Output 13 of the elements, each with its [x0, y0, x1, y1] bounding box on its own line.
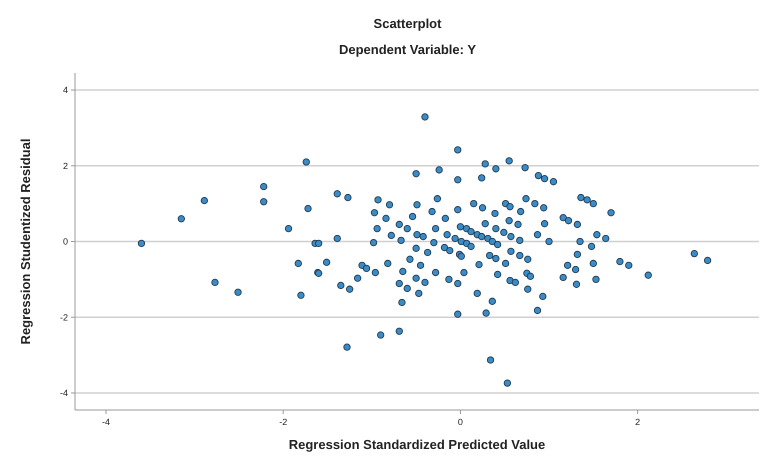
- y-tick-label: -2: [60, 312, 68, 322]
- y-tick-label: -4: [60, 388, 68, 398]
- y-tick-label: 4: [62, 85, 68, 96]
- y-tick-label: 0: [62, 236, 68, 247]
- x-tick-label: 2: [635, 417, 640, 427]
- x-tick-label: 0: [458, 417, 463, 427]
- chart-subtitle: Dependent Variable: Y: [338, 42, 476, 57]
- x-tick-label: -4: [102, 417, 110, 427]
- y-tick-label: 2: [62, 160, 68, 171]
- x-tick-label: -2: [279, 417, 288, 427]
- y-axis-title: Regression Studentized Residual: [18, 138, 33, 344]
- chart-title: Scatterplot: [374, 16, 442, 31]
- x-axis-title: Regression Standardized Predicted Value: [288, 437, 546, 452]
